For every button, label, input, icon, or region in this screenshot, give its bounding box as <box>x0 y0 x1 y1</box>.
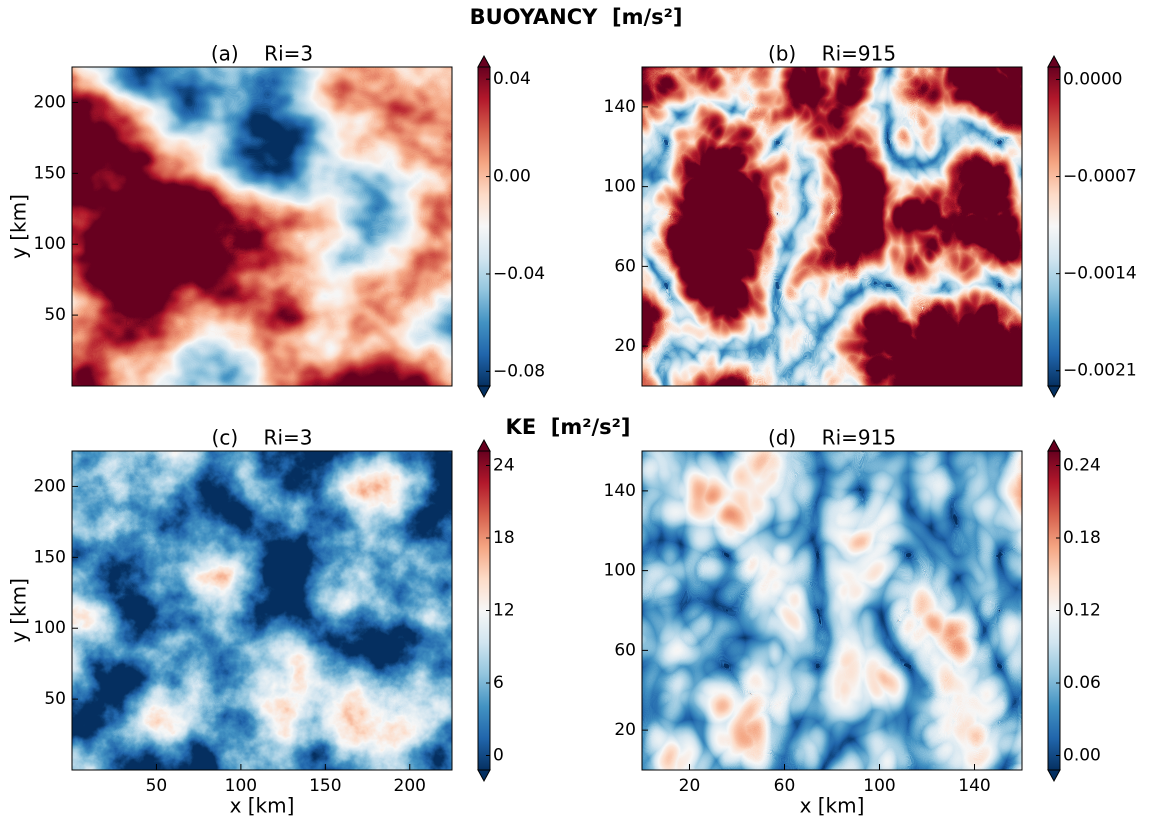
y-tick-label: 100 <box>604 561 636 581</box>
field-image <box>72 451 452 770</box>
x-tick-label: 150 <box>309 776 341 796</box>
panel-title: (c) Ri=3 <box>212 426 313 450</box>
colorbar-extend-bottom <box>477 769 491 783</box>
colorbar-extend-bottom <box>1047 385 1061 399</box>
axes-frame <box>641 66 1023 387</box>
colorbar-tick-label: 6 <box>493 673 504 693</box>
colorbar-tick-label: 0.0000 <box>1063 69 1122 89</box>
colorbar-extend-bottom <box>1047 769 1061 783</box>
field-image <box>642 67 1022 386</box>
colorbar-tick-label: −0.08 <box>493 361 545 381</box>
y-tick-label: 100 <box>34 234 66 254</box>
colorbar <box>477 66 491 387</box>
y-tick-label: 50 <box>44 689 66 709</box>
colorbar-tick-label: 0.00 <box>493 167 531 187</box>
y-tick-label: 100 <box>604 177 636 197</box>
y-tick-label: 60 <box>614 640 636 660</box>
colorbar-extend-top <box>477 438 491 452</box>
y-tick-label: 140 <box>604 481 636 501</box>
section-title: BUOYANCY [m/s²] <box>470 5 683 29</box>
panel-title: (d) Ri=915 <box>768 426 896 450</box>
y-tick-label: 150 <box>34 163 66 183</box>
colorbar-tick-label: 0.04 <box>493 69 531 89</box>
x-tick-label: 20 <box>679 776 701 796</box>
y-axis-label: y [km] <box>7 578 31 643</box>
colorbar-extend-top <box>1047 438 1061 452</box>
field-image <box>642 451 1022 770</box>
y-tick-label: 140 <box>604 97 636 117</box>
colorbar-tick-label: 0.00 <box>1063 746 1101 766</box>
colorbar-tick-label: 0.18 <box>1063 528 1101 548</box>
axes-frame <box>641 450 1023 771</box>
axes-frame <box>71 66 453 387</box>
x-axis-label: x [km] <box>800 794 865 818</box>
colorbar-tick-label: −0.0014 <box>1063 264 1137 284</box>
panel-title: (a) Ri=3 <box>211 42 313 66</box>
x-tick-label: 60 <box>774 776 796 796</box>
colorbar-extend-bottom <box>477 385 491 399</box>
x-tick-label: 140 <box>958 776 990 796</box>
y-axis-label: y [km] <box>7 194 31 259</box>
colorbar-tick-label: −0.04 <box>493 264 545 284</box>
y-tick-label: 60 <box>614 256 636 276</box>
x-tick-label: 100 <box>225 776 257 796</box>
colorbar-tick-label: 18 <box>493 528 515 548</box>
x-axis-label: x [km] <box>230 794 295 818</box>
field-image <box>72 67 452 386</box>
colorbar-tick-label: 0.06 <box>1063 673 1101 693</box>
colorbar-tick-label: 0.12 <box>1063 601 1101 621</box>
x-tick-label: 100 <box>863 776 895 796</box>
colorbar-tick-label: −0.0007 <box>1063 167 1137 187</box>
y-tick-label: 50 <box>44 305 66 325</box>
colorbar-tick-label: −0.0021 <box>1063 361 1137 381</box>
colorbar-extend-top <box>1047 54 1061 68</box>
colorbar-tick-label: 0.24 <box>1063 456 1101 476</box>
colorbar-tick-label: 12 <box>493 601 515 621</box>
section-title: KE [m²/s²] <box>506 415 631 439</box>
colorbar-tick-label: 0 <box>493 746 504 766</box>
axes-frame <box>71 450 453 771</box>
colorbar-extend-top <box>477 54 491 68</box>
panel-title: (b) Ri=915 <box>768 42 896 66</box>
y-tick-label: 150 <box>34 547 66 567</box>
colorbar <box>1047 66 1061 387</box>
x-tick-label: 50 <box>146 776 168 796</box>
y-tick-label: 200 <box>34 476 66 496</box>
y-tick-label: 100 <box>34 618 66 638</box>
x-tick-label: 200 <box>394 776 426 796</box>
y-tick-label: 20 <box>614 336 636 356</box>
y-tick-label: 20 <box>614 720 636 740</box>
y-tick-label: 200 <box>34 92 66 112</box>
colorbar-tick-label: 24 <box>493 456 515 476</box>
